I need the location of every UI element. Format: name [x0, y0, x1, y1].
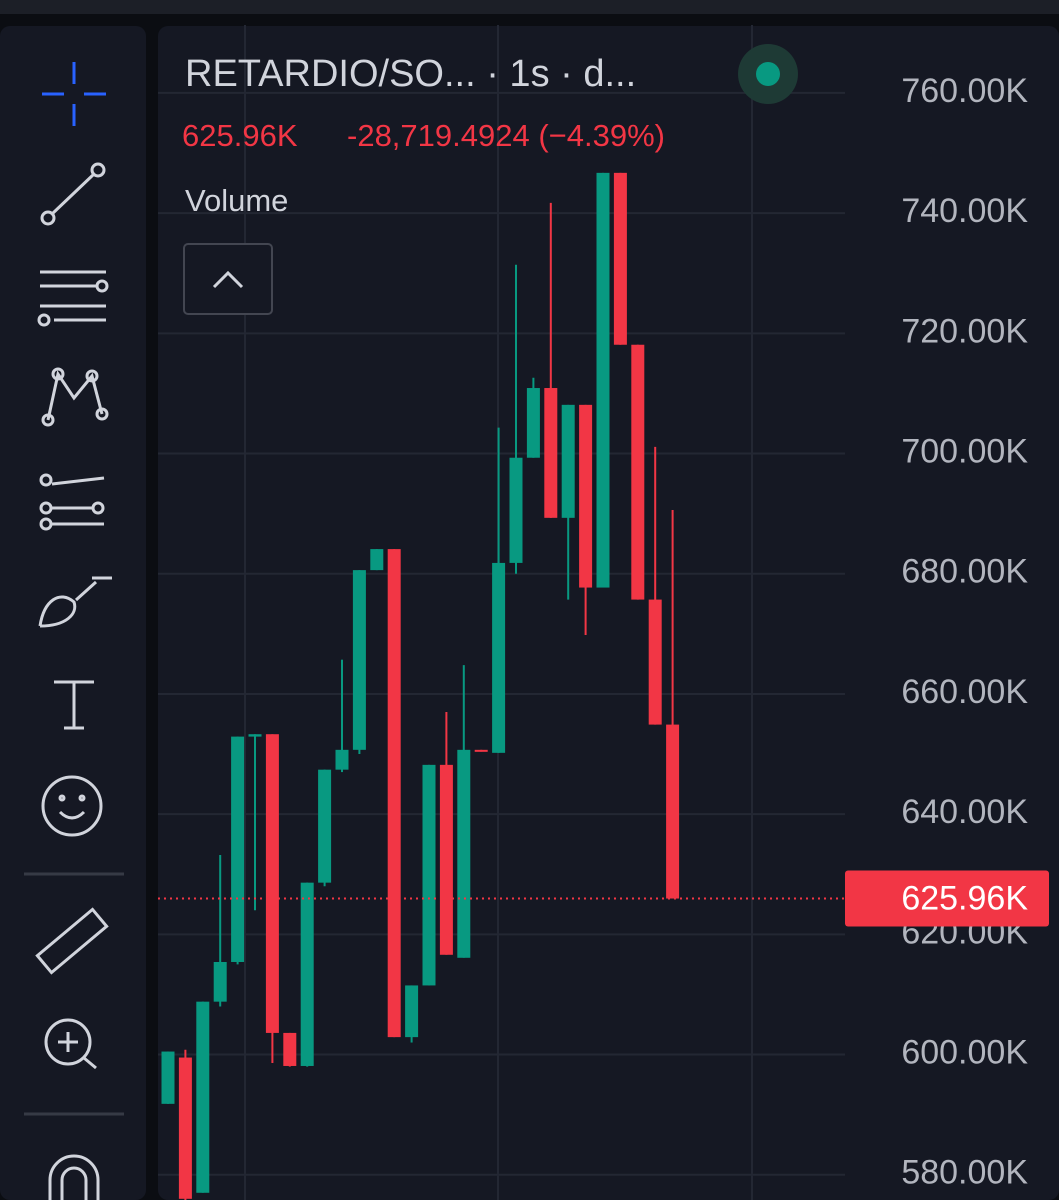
- price: 625.96K: [182, 118, 298, 153]
- candle-body: [283, 1032, 297, 1066]
- candle-body: [178, 1057, 192, 1199]
- candle-body: [352, 570, 366, 750]
- y-tick-label: 700.00K: [901, 433, 1028, 471]
- candle-body: [439, 764, 453, 955]
- candles: [158, 172, 845, 1200]
- last-price-label: 625.96K: [901, 880, 1028, 918]
- candle-body: [457, 749, 471, 958]
- change: -28,719.4924 (−4.39%): [347, 118, 665, 153]
- candle-body: [370, 549, 384, 571]
- last-price-box: [845, 870, 1049, 927]
- symbol: RETARDIO/SO... · 1s · d...: [185, 53, 636, 95]
- candle-body: [231, 736, 245, 962]
- chevron-icon: [212, 270, 244, 289]
- candle-body: [318, 769, 332, 883]
- y-tick-label: 720.00K: [901, 312, 1028, 350]
- candle-body: [248, 734, 262, 737]
- candle-body: [631, 344, 645, 600]
- y-tick-label: 580.00K: [901, 1154, 1028, 1192]
- candle-body: [265, 734, 279, 1033]
- candle-body: [300, 882, 314, 1066]
- candle-body: [561, 404, 575, 518]
- y-tick-label: 760.00K: [901, 72, 1028, 110]
- toolbar-icons[interactable]: [24, 62, 124, 1200]
- candle-body: [648, 599, 662, 725]
- candle-body: [596, 172, 610, 588]
- candle-body: [544, 388, 558, 518]
- y-tick-label: 640.00K: [901, 793, 1028, 831]
- candle-body: [613, 172, 627, 345]
- candle-body: [666, 724, 680, 899]
- candle-body: [196, 1001, 210, 1193]
- candle-body: [213, 961, 227, 1002]
- top-strip: [0, 0, 1059, 14]
- y-tick-label: 740.00K: [901, 192, 1028, 230]
- candle-body: [579, 404, 593, 588]
- candle-body: [492, 562, 506, 753]
- candle-body: [335, 749, 349, 770]
- candle-body: [474, 749, 488, 752]
- chart-panel: [158, 26, 1059, 1200]
- price-axis: 760.00K 740.00K 720.00K 700.00K 680.00K 660.0…: [845, 72, 1049, 1192]
- candle-body: [526, 388, 540, 458]
- candle-body: [422, 764, 436, 986]
- indicator-label: Volume: [185, 183, 288, 218]
- y-tick-label: 660.00K: [901, 673, 1028, 711]
- candle-body: [509, 457, 523, 563]
- candle-body: [161, 1051, 175, 1104]
- collapse-button[interactable]: [183, 243, 273, 315]
- candle-body: [387, 549, 401, 1038]
- y-tick-label: 680.00K: [901, 553, 1028, 591]
- y-tick-label: 600.00K: [901, 1034, 1028, 1072]
- candle-body: [405, 985, 419, 1038]
- status-dot: [756, 62, 780, 86]
